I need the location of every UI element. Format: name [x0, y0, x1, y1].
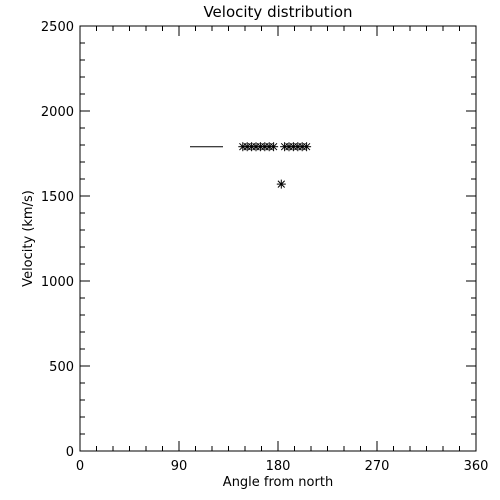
y-axis-label: Velocity (km/s): [21, 190, 36, 287]
data-point-asterisk: [302, 142, 312, 152]
data-point-asterisk: [276, 179, 286, 189]
y-tick-label: 0: [66, 445, 74, 460]
x-tick-label: 90: [171, 459, 188, 474]
x-axis-label: Angle from north: [223, 475, 333, 490]
y-tick-label: 2500: [41, 20, 74, 35]
y-tick-label: 2000: [41, 105, 74, 120]
ticks-layer: [79, 25, 477, 452]
x-tick-label: 0: [76, 459, 84, 474]
x-tick-label: 360: [464, 459, 489, 474]
asterisk-stroke: [269, 142, 278, 151]
y-tick-label: 1500: [41, 190, 74, 205]
data-point-asterisk: [269, 142, 279, 152]
y-tick-label: 500: [49, 360, 74, 375]
plot-frame: [79, 25, 477, 452]
chart-title: Velocity distribution: [203, 3, 352, 21]
y-tick-label: 1000: [41, 275, 74, 290]
asterisk-stroke: [302, 142, 311, 151]
x-tick-label: 270: [365, 459, 390, 474]
y-axis-label-group: Velocity (km/s): [21, 190, 36, 287]
asterisk-stroke: [277, 180, 286, 188]
tick-labels-layer: 0 90 180 270 360 0 500 1000 1500 2000 2500: [41, 20, 489, 474]
data-marks-layer: [190, 142, 312, 189]
x-tick-label: 180: [266, 459, 291, 474]
